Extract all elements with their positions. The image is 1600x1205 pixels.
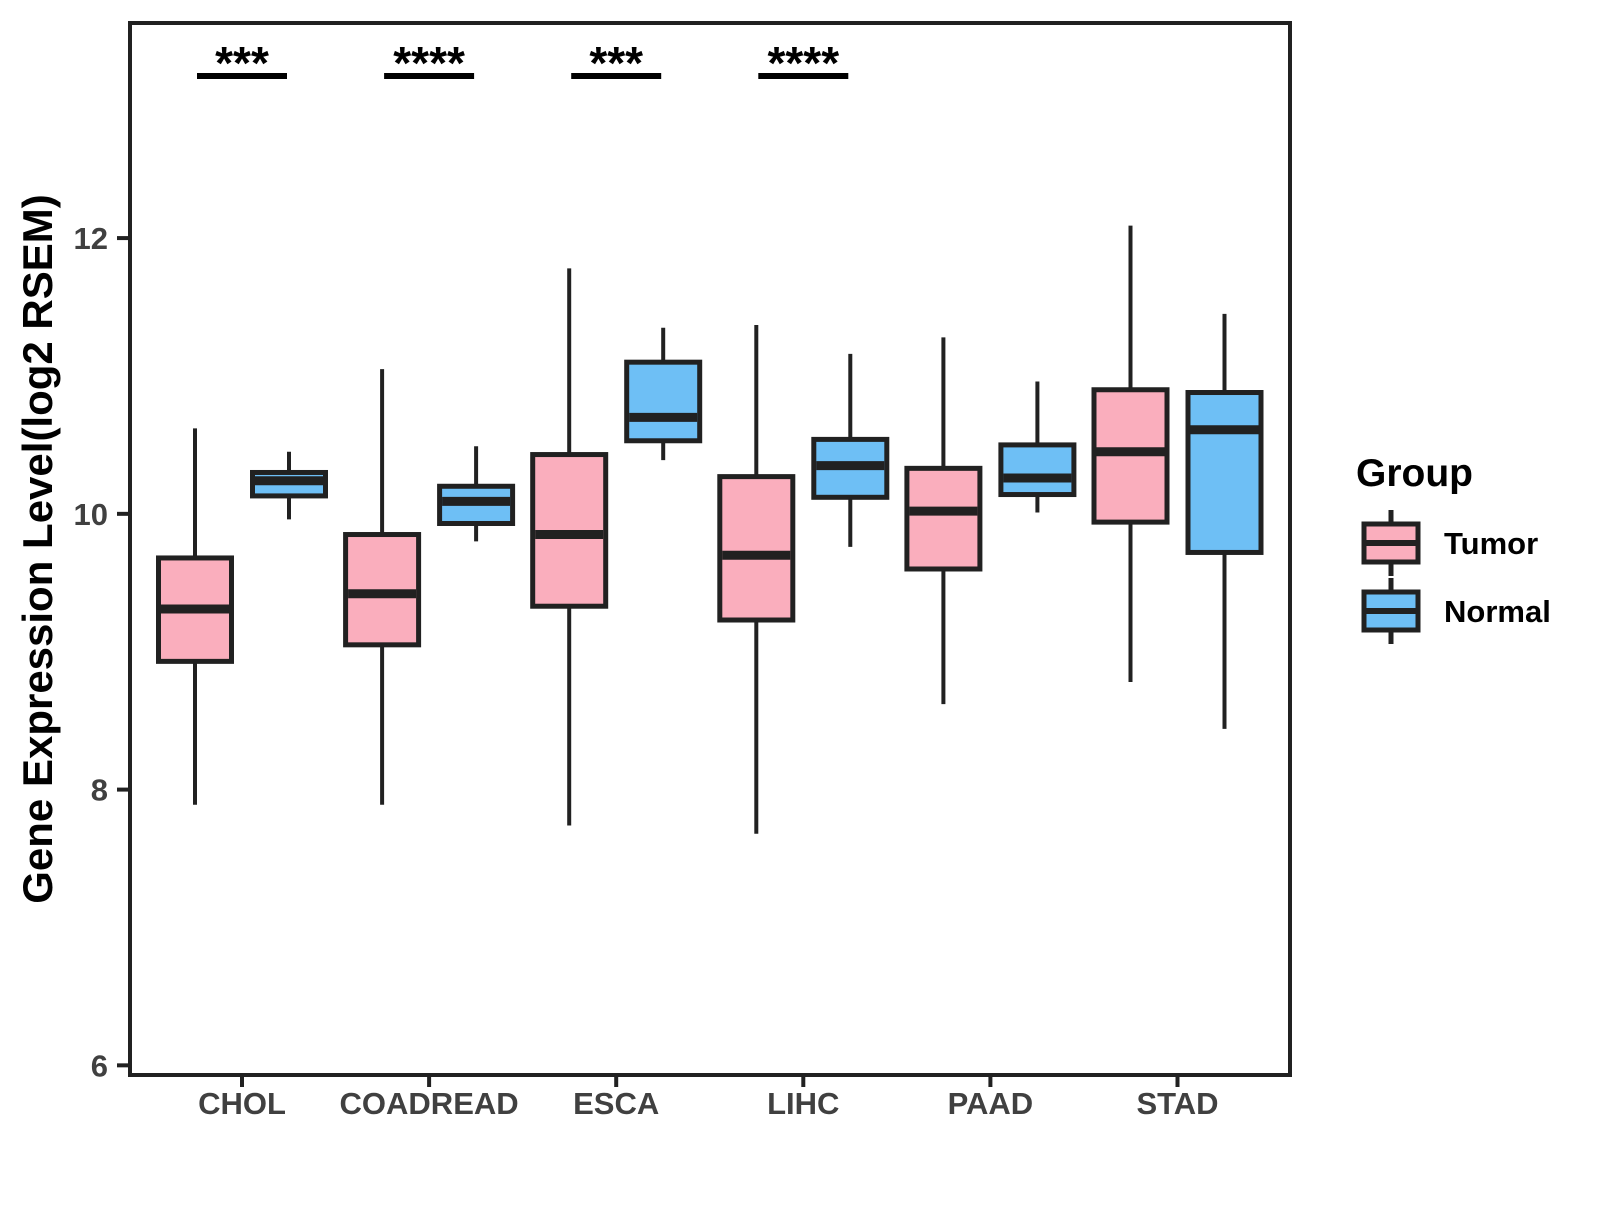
x-axis-label-ESCA: ESCA	[573, 1086, 659, 1121]
y-tick-label-6: 6	[91, 1048, 108, 1083]
x-axis-label-CHOL: CHOL	[198, 1086, 286, 1121]
box-Normal-STAD	[1185, 390, 1264, 555]
y-tick-label-10: 10	[74, 497, 108, 532]
x-axis-label-PAAD: PAAD	[948, 1086, 1034, 1121]
significance-stars-COADREAD: ****	[393, 37, 465, 89]
panel-border	[128, 21, 1292, 1077]
significance-stars-LIHC: ****	[767, 37, 839, 89]
box-Normal-PAAD	[998, 442, 1077, 498]
legend-label-normal: Normal	[1444, 594, 1551, 629]
significance-stars-CHOL: ***	[215, 37, 269, 89]
legend-key-tumor: Tumor	[1361, 510, 1538, 576]
x-axis-label-LIHC: LIHC	[767, 1086, 839, 1121]
x-axis-label-STAD: STAD	[1136, 1086, 1218, 1121]
box-Normal-ESCA	[624, 359, 703, 444]
legend-title: Group	[1356, 452, 1473, 495]
legend-label-tumor: Tumor	[1444, 526, 1538, 561]
y-axis-title: Gene Expression Level(log2 RSEM)	[14, 194, 61, 904]
x-axis-label-COADREAD: COADREAD	[340, 1086, 519, 1121]
box-Tumor-LIHC	[717, 474, 796, 623]
legend-key-normal: Normal	[1361, 578, 1551, 644]
box-Tumor-PAAD	[904, 465, 983, 572]
y-tick-label-12: 12	[74, 221, 108, 256]
significance-stars-ESCA: ***	[589, 37, 643, 89]
y-tick-label-8: 8	[91, 773, 108, 808]
